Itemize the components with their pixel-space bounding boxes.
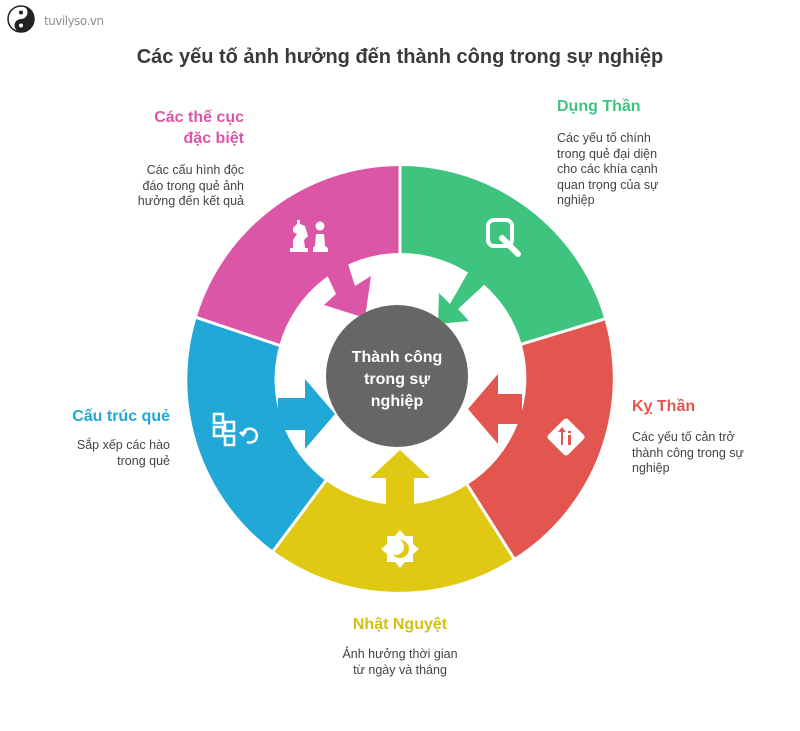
yin-yang-icon [7,5,35,33]
direction-sign-icon [547,418,585,456]
magnifier-icon [486,218,521,257]
puzzle-blocks-icon [212,412,258,447]
label-the-cuc: Các thế cục đặc biệt [154,109,244,147]
arrow-ky-than [468,374,522,444]
arrow-nhat-nguyet [370,450,430,540]
desc-dung-than: Các yếu tố chính trong quẻ đại diện cho … [557,131,659,207]
desc-nhat-nguyet: Ảnh hưởng thời gian từ ngày và tháng [342,647,458,677]
site-logo[interactable]: tuvilyso.vn [6,4,136,34]
center-label-line1: Thành công [352,349,443,366]
desc-cau-truc-que: Sắp xếp các hào trong quẻ [76,438,170,468]
center-label-line3: nghiệp [371,393,424,410]
chess-pieces-icon [290,220,328,252]
label-nhat-nguyet: Nhật Nguyệt [352,616,448,633]
segment-dividers [196,166,605,560]
arrow-cau-truc-que [278,379,335,449]
desc-the-cuc: Các cấu hình độc đáo trong quẻ ảnh hưởng… [137,163,244,208]
segment-the-cuc [196,166,400,346]
center-circle [326,305,468,447]
label-cau-truc-que: Cấu trúc quẻ [72,408,170,425]
arrow-the-cuc [320,242,371,318]
direction-arrows-glyph [558,427,571,445]
segment-ky-than [467,319,613,559]
arrow-dung-than [438,255,499,324]
center-label-line2: trong sự [364,371,430,388]
segment-dung-than [400,166,605,345]
label-ky-than: Kỵ Thần [632,398,696,415]
sun-moon-icon [381,530,419,568]
label-dung-than: Dụng Thần [557,98,641,115]
page-title: Các yếu tố ảnh hưởng đến thành công tron… [136,46,664,68]
logo-text: tuvilyso.vn [44,14,104,28]
desc-ky-than: Các yếu tố cản trở thành công trong sự n… [632,430,744,475]
